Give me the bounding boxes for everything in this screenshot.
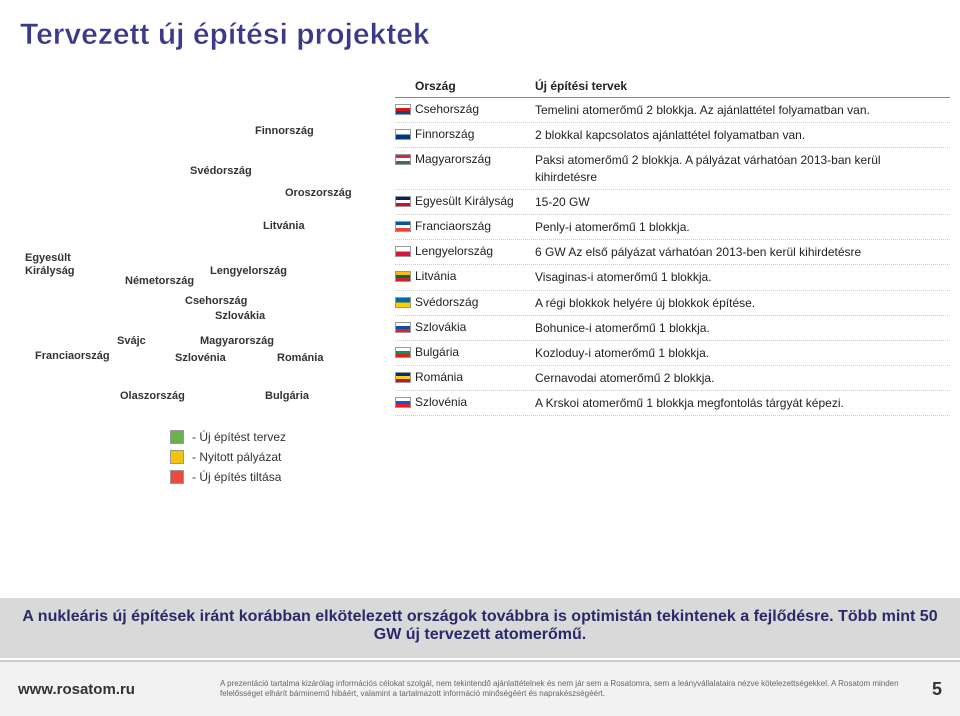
legend-label: - Nyitott pályázat <box>192 450 281 464</box>
legend-item: - Nyitott pályázat <box>170 450 286 464</box>
flag-cell <box>395 244 415 257</box>
table-row: Finnország2 blokkal kapcsolatos ajánlatt… <box>395 123 950 148</box>
table-row: SzlovéniaA Krskoi atomerőmű 1 blokkja me… <box>395 391 950 416</box>
country-cell: Bulgária <box>415 345 535 359</box>
flag-icon <box>395 372 411 383</box>
legend: - Új építést tervez - Nyitott pályázat - Ú… <box>170 430 286 490</box>
plans-cell: 2 blokkal kapcsolatos ajánlattétel folya… <box>535 127 950 143</box>
map-label: Bulgária <box>265 390 309 402</box>
legend-swatch <box>170 470 184 484</box>
table-row: RomániaCernavodai atomerőmű 2 blokkja. <box>395 366 950 391</box>
plans-cell: Kozloduy-i atomerőmű 1 blokkja. <box>535 345 950 361</box>
country-cell: Franciaország <box>415 219 535 233</box>
flag-cell <box>395 102 415 115</box>
country-cell: Lengyelország <box>415 244 535 258</box>
country-cell: Litvánia <box>415 269 535 283</box>
table-row: MagyarországPaksi atomerőmű 2 blokkja. A… <box>395 148 950 189</box>
legend-swatch <box>170 450 184 464</box>
map-label: Csehország <box>185 295 247 307</box>
plans-cell: A Krskoi atomerőmű 1 blokkja megfontolás… <box>535 395 950 411</box>
flag-cell <box>395 320 415 333</box>
flag-cell <box>395 295 415 308</box>
flag-cell <box>395 127 415 140</box>
map-label: Lengyelország <box>210 265 287 277</box>
header-country: Ország <box>395 79 535 93</box>
table-header: Ország Új építési tervek <box>395 75 950 98</box>
page-title: Tervezett új építési projektek <box>20 18 430 52</box>
map-label: Olaszország <box>120 390 185 402</box>
country-cell: Szlovénia <box>415 395 535 409</box>
map-label: Franciaország <box>35 350 110 362</box>
map-label: Szlovákia <box>215 310 265 322</box>
flag-cell <box>395 194 415 207</box>
flag-cell <box>395 269 415 282</box>
flag-icon <box>395 221 411 232</box>
footer-url: www.rosatom.ru <box>0 681 220 698</box>
country-cell: Csehország <box>415 102 535 116</box>
conclusion-band: A nukleáris új építések iránt korábban e… <box>0 598 960 658</box>
map-label: Egyesült <box>25 252 71 264</box>
plans-cell: 15-20 GW <box>535 194 950 210</box>
flag-cell <box>395 345 415 358</box>
country-cell: Magyarország <box>415 152 535 166</box>
plans-cell: Temelini atomerőmű 2 blokkja. Az ajánlat… <box>535 102 950 118</box>
map-label: Szlovénia <box>175 352 226 364</box>
plans-cell: Cernavodai atomerőmű 2 blokkja. <box>535 370 950 386</box>
country-cell: Finnország <box>415 127 535 141</box>
map-label: Litvánia <box>263 220 305 232</box>
table-row: SzlovákiaBohunice-i atomerőmű 1 blokkja. <box>395 316 950 341</box>
map-label: Svédország <box>190 165 252 177</box>
map-label: Svájc <box>117 335 146 347</box>
plans-cell: A régi blokkok helyére új blokkok építés… <box>535 295 950 311</box>
legend-item: - Új építés tiltása <box>170 470 286 484</box>
country-cell: Svédország <box>415 295 535 309</box>
table-row: BulgáriaKozloduy-i atomerőmű 1 blokkja. <box>395 341 950 366</box>
projects-table: Ország Új építési tervek CsehországTemel… <box>395 75 950 416</box>
table-row: Lengyelország6 GW Az első pályázat várha… <box>395 240 950 265</box>
map-label: Oroszország <box>285 187 352 199</box>
table-row: CsehországTemelini atomerőmű 2 blokkja. … <box>395 98 950 123</box>
country-cell: Egyesült Királyság <box>415 194 535 208</box>
flag-icon <box>395 297 411 308</box>
flag-icon <box>395 154 411 165</box>
plans-cell: 6 GW Az első pályázat várhatóan 2013-ben… <box>535 244 950 260</box>
map-label: Magyarország <box>200 335 274 347</box>
flag-cell <box>395 219 415 232</box>
flag-icon <box>395 271 411 282</box>
legend-swatch <box>170 430 184 444</box>
flag-icon <box>395 347 411 358</box>
europe-map: Finnország Svédország Oroszország Litvánia E… <box>15 90 385 420</box>
legend-item: - Új építést tervez <box>170 430 286 444</box>
plans-cell: Visaginas-i atomerőmű 1 blokkja. <box>535 269 950 285</box>
header-plans: Új építési tervek <box>535 79 950 93</box>
footer: www.rosatom.ru A prezentáció tartalma ki… <box>0 660 960 716</box>
flag-cell <box>395 370 415 383</box>
footer-disclaimer: A prezentáció tartalma kizárólag informá… <box>220 679 932 699</box>
plans-cell: Bohunice-i atomerőmű 1 blokkja. <box>535 320 950 336</box>
country-cell: Szlovákia <box>415 320 535 334</box>
map-label: Királyság <box>25 265 75 277</box>
table-row: Egyesült Királyság15-20 GW <box>395 190 950 215</box>
flag-icon <box>395 322 411 333</box>
legend-label: - Új építést tervez <box>192 430 286 444</box>
table-row: LitvániaVisaginas-i atomerőmű 1 blokkja. <box>395 265 950 290</box>
map-label: Finnország <box>255 125 314 137</box>
table-row: SvédországA régi blokkok helyére új blok… <box>395 291 950 316</box>
flag-icon <box>395 196 411 207</box>
map-label: Románia <box>277 352 323 364</box>
map-label: Németország <box>125 275 194 287</box>
plans-cell: Paksi atomerőmű 2 blokkja. A pályázat vá… <box>535 152 950 184</box>
flag-icon <box>395 246 411 257</box>
plans-cell: Penly-i atomerőmű 1 blokkja. <box>535 219 950 235</box>
legend-label: - Új építés tiltása <box>192 470 281 484</box>
flag-cell <box>395 152 415 165</box>
page-number: 5 <box>932 679 960 700</box>
flag-cell <box>395 395 415 408</box>
table-row: FranciaországPenly-i atomerőmű 1 blokkja… <box>395 215 950 240</box>
flag-icon <box>395 397 411 408</box>
flag-icon <box>395 104 411 115</box>
flag-icon <box>395 129 411 140</box>
country-cell: Románia <box>415 370 535 384</box>
